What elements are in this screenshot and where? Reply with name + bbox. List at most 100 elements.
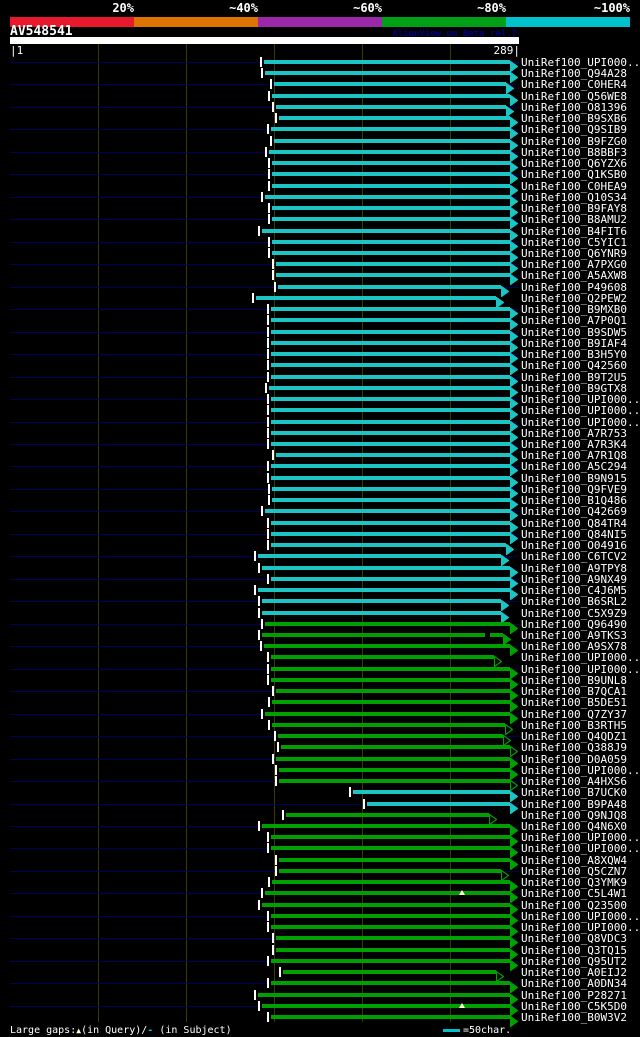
hit-label[interactable]: UniRef100_A7R1Q8 <box>521 449 627 462</box>
hit-label[interactable]: UniRef100_A0EIJ2 <box>521 966 627 979</box>
hit-bar[interactable] <box>271 655 494 659</box>
hit-label[interactable]: UniRef100_UPI000.. <box>521 831 640 844</box>
hit-label[interactable]: UniRef100_B7UCK0 <box>521 786 627 799</box>
hit-bar[interactable] <box>367 802 510 806</box>
hit-bar[interactable] <box>271 307 510 311</box>
hit-bar[interactable] <box>278 285 501 289</box>
hit-label[interactable]: UniRef100_A7R753 <box>521 427 627 440</box>
hit-bar[interactable] <box>272 172 510 176</box>
hit-label[interactable]: UniRef100_B4FIT6 <box>521 225 627 238</box>
hit-bar[interactable] <box>264 644 510 648</box>
hit-bar[interactable] <box>271 521 510 525</box>
hit-bar[interactable] <box>276 948 510 952</box>
hit-bar[interactable] <box>265 891 510 895</box>
hit-label[interactable]: UniRef100_A9NX49 <box>521 573 627 586</box>
hit-bar[interactable] <box>276 105 506 109</box>
hit-label[interactable]: UniRef100_B5DE51 <box>521 696 627 709</box>
hit-bar[interactable] <box>258 588 510 592</box>
hit-label[interactable]: UniRef100_Q9FVE9 <box>521 483 627 496</box>
hit-label[interactable]: UniRef100_Q42669 <box>521 505 627 518</box>
hit-bar[interactable] <box>265 712 510 716</box>
hit-bar[interactable] <box>278 734 503 738</box>
hit-label[interactable]: UniRef100_B9T2U5 <box>521 371 627 384</box>
hit-bar[interactable] <box>262 611 501 615</box>
hit-bar[interactable] <box>271 925 510 929</box>
hit-label[interactable]: UniRef100_UPI000.. <box>521 910 640 923</box>
hit-bar[interactable] <box>276 689 510 693</box>
hit-bar[interactable] <box>353 790 510 794</box>
hit-label[interactable]: UniRef100_B9UNL8 <box>521 674 627 687</box>
hit-bar[interactable] <box>271 352 510 356</box>
hit-label[interactable]: UniRef100_Q388J9 <box>521 741 627 754</box>
hit-label[interactable]: UniRef100_B9PA48 <box>521 798 627 811</box>
hit-label[interactable]: UniRef100_Q23500 <box>521 899 627 912</box>
hit-bar[interactable] <box>256 296 496 300</box>
hit-bar[interactable] <box>272 498 510 502</box>
hit-label[interactable]: UniRef100_B9N915 <box>521 472 627 485</box>
hit-label[interactable]: UniRef100_A9TKS3 <box>521 629 627 642</box>
hit-label[interactable]: UniRef100_UPI000.. <box>521 416 640 429</box>
hit-bar[interactable] <box>271 127 510 131</box>
hit-bar[interactable] <box>279 116 510 120</box>
hit-label[interactable]: UniRef100_B9GTX8 <box>521 382 627 395</box>
hit-bar[interactable] <box>276 273 510 277</box>
hit-label[interactable]: UniRef100_UPI000.. <box>521 404 640 417</box>
hit-bar[interactable] <box>271 464 510 468</box>
hit-bar[interactable] <box>269 386 510 390</box>
hit-label[interactable]: UniRef100_Q8VDC3 <box>521 932 627 945</box>
hit-label[interactable]: UniRef100_B1Q486 <box>521 494 627 507</box>
hit-bar[interactable] <box>264 60 510 64</box>
hit-bar[interactable] <box>271 835 510 839</box>
hit-bar[interactable] <box>279 779 510 783</box>
hit-bar[interactable] <box>271 431 510 435</box>
hit-label[interactable]: UniRef100_P28271 <box>521 989 627 1002</box>
hit-label[interactable]: UniRef100_Q3YMK9 <box>521 876 627 889</box>
hit-label[interactable]: UniRef100_O04916 <box>521 539 627 552</box>
hit-label[interactable]: UniRef100_A4HXS6 <box>521 775 627 788</box>
hit-bar[interactable] <box>265 71 510 75</box>
hit-bar[interactable] <box>271 318 510 322</box>
hit-bar[interactable] <box>272 161 510 165</box>
hit-label[interactable]: UniRef100_A7P0Q1 <box>521 314 627 327</box>
hit-label[interactable]: UniRef100_A9TPY8 <box>521 562 627 575</box>
hit-bar[interactable] <box>272 94 510 98</box>
hit-label[interactable]: UniRef100_C6TCV2 <box>521 550 627 563</box>
hit-label[interactable]: UniRef100_B9SDW5 <box>521 326 627 339</box>
hit-label[interactable]: UniRef100_Q7ZY37 <box>521 708 627 721</box>
hit-bar[interactable] <box>283 970 496 974</box>
hit-bar[interactable] <box>262 1004 510 1008</box>
hit-bar[interactable] <box>272 240 510 244</box>
hit-bar[interactable] <box>271 1015 510 1019</box>
hit-bar[interactable] <box>272 251 510 255</box>
hit-label[interactable]: UniRef100_B8AMU2 <box>521 213 627 226</box>
hit-label[interactable]: UniRef100_A0DN34 <box>521 977 627 990</box>
hit-label[interactable]: UniRef100_Q94A28 <box>521 67 627 80</box>
hit-bar[interactable] <box>271 532 510 536</box>
hit-bar[interactable] <box>262 824 510 828</box>
hit-bar[interactable] <box>271 846 510 850</box>
hit-label[interactable]: UniRef100_Q42560 <box>521 359 627 372</box>
hit-label[interactable]: UniRef100_C5K5D0 <box>521 1000 627 1013</box>
hit-label[interactable]: UniRef100_UPI000.. <box>521 56 640 69</box>
hit-bar[interactable] <box>258 554 501 558</box>
hit-label[interactable]: UniRef100_Q1KSB0 <box>521 168 627 181</box>
hit-bar[interactable] <box>265 622 510 626</box>
hit-label[interactable]: UniRef100_B7QCA1 <box>521 685 627 698</box>
hit-bar[interactable] <box>271 363 510 367</box>
hit-bar[interactable] <box>272 700 510 704</box>
hit-bar[interactable] <box>276 453 510 457</box>
hit-label[interactable]: UniRef100_A9SX78 <box>521 640 627 653</box>
hit-bar[interactable] <box>262 229 510 233</box>
hit-bar[interactable] <box>274 139 510 143</box>
hit-label[interactable]: UniRef100_A5AXW8 <box>521 269 627 282</box>
hit-bar[interactable] <box>279 869 501 873</box>
hit-label[interactable]: UniRef100_D0A059 <box>521 753 627 766</box>
hit-label[interactable]: UniRef100_Q3TQ15 <box>521 944 627 957</box>
hit-bar[interactable] <box>272 184 510 188</box>
hit-bar[interactable] <box>262 599 501 603</box>
hit-bar[interactable] <box>272 206 510 210</box>
hit-label[interactable]: UniRef100_B9SXB6 <box>521 112 627 125</box>
hit-label[interactable]: UniRef100_Q96490 <box>521 618 627 631</box>
hit-bar[interactable] <box>276 262 510 266</box>
hit-label[interactable]: UniRef100_B9IAF4 <box>521 337 627 350</box>
